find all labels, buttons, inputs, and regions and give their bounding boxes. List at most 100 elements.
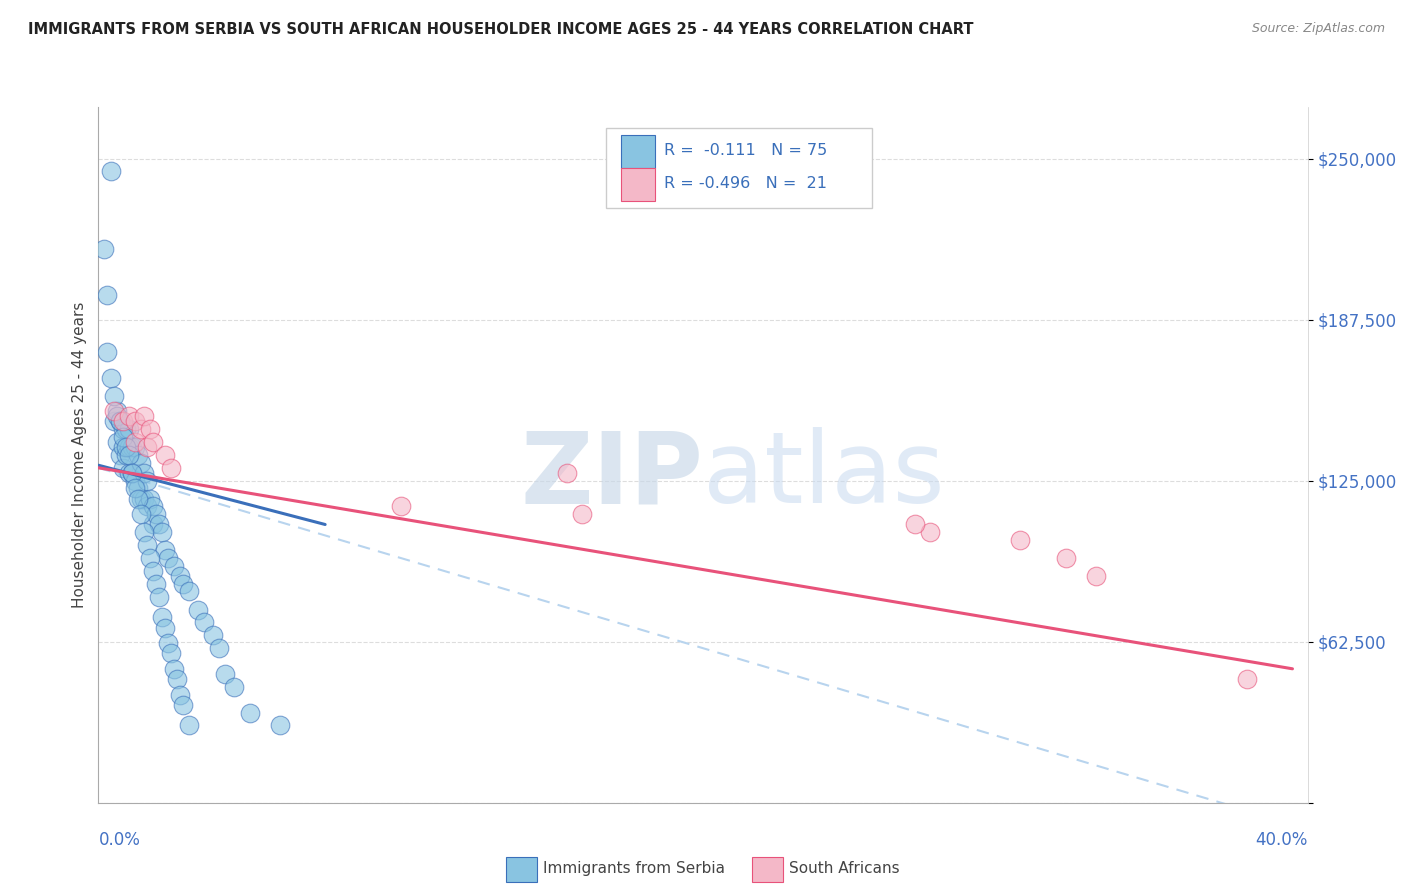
Point	[177, 584, 201, 599]
Point	[202, 628, 225, 642]
Bar	[621, 135, 655, 169]
Point	[100, 164, 122, 178]
Point	[127, 491, 149, 506]
Point	[172, 576, 194, 591]
Point	[153, 448, 176, 462]
Point	[163, 558, 186, 573]
Point	[193, 615, 215, 630]
Point	[1054, 551, 1077, 566]
Point	[160, 646, 183, 660]
Point	[100, 370, 122, 384]
Point	[118, 409, 141, 424]
Point	[142, 517, 165, 532]
Text: South Africans: South Africans	[789, 862, 900, 876]
Point	[132, 466, 155, 480]
Point	[118, 422, 141, 436]
Point	[214, 667, 236, 681]
Point	[918, 525, 941, 540]
FancyBboxPatch shape	[606, 128, 872, 208]
Point	[121, 466, 143, 480]
Point	[121, 440, 143, 454]
Point	[96, 288, 118, 302]
Point	[132, 525, 155, 540]
Point	[1085, 569, 1108, 583]
Point	[169, 688, 191, 702]
Point	[129, 456, 152, 470]
Point	[132, 491, 155, 506]
Point	[111, 440, 134, 454]
Point	[118, 440, 141, 454]
Point	[111, 414, 134, 428]
Point	[904, 517, 927, 532]
Point	[103, 389, 125, 403]
Text: Immigrants from Serbia: Immigrants from Serbia	[543, 862, 724, 876]
Point	[142, 564, 165, 578]
Point	[96, 344, 118, 359]
Point	[166, 672, 188, 686]
Point	[150, 525, 173, 540]
Point	[129, 507, 152, 521]
Point	[269, 718, 291, 732]
Point	[124, 482, 146, 496]
Point	[177, 718, 201, 732]
Point	[148, 590, 170, 604]
Point	[139, 422, 162, 436]
Point	[129, 422, 152, 436]
Point	[105, 409, 128, 424]
Point	[153, 621, 176, 635]
Point	[135, 538, 157, 552]
Text: R = -0.496   N =  21: R = -0.496 N = 21	[664, 176, 827, 191]
Text: ZIP: ZIP	[520, 427, 703, 524]
Point	[129, 491, 152, 506]
Point	[163, 662, 186, 676]
Point	[139, 551, 162, 566]
Point	[127, 482, 149, 496]
Point	[114, 448, 136, 462]
Y-axis label: Householder Income Ages 25 - 44 years: Householder Income Ages 25 - 44 years	[72, 301, 87, 608]
Point	[114, 422, 136, 436]
Point	[135, 474, 157, 488]
Point	[135, 500, 157, 514]
Text: 40.0%: 40.0%	[1256, 830, 1308, 848]
Point	[124, 435, 146, 450]
Point	[1010, 533, 1032, 547]
Point	[571, 507, 593, 521]
Point	[108, 448, 131, 462]
Text: atlas: atlas	[703, 427, 945, 524]
Point	[111, 460, 134, 475]
Point	[108, 414, 131, 428]
Point	[239, 706, 262, 720]
Text: 0.0%: 0.0%	[98, 830, 141, 848]
Point	[127, 448, 149, 462]
Point	[93, 242, 115, 256]
Text: R =  -0.111   N = 75: R = -0.111 N = 75	[664, 144, 828, 159]
Text: IMMIGRANTS FROM SERBIA VS SOUTH AFRICAN HOUSEHOLDER INCOME AGES 25 - 44 YEARS CO: IMMIGRANTS FROM SERBIA VS SOUTH AFRICAN …	[28, 22, 973, 37]
Point	[135, 440, 157, 454]
Point	[111, 430, 134, 444]
Point	[105, 435, 128, 450]
Point	[108, 414, 131, 428]
Point	[148, 517, 170, 532]
Point	[224, 680, 246, 694]
Point	[150, 610, 173, 624]
Point	[124, 414, 146, 428]
Point	[187, 602, 209, 616]
Point	[153, 543, 176, 558]
Point	[156, 636, 179, 650]
Point	[118, 466, 141, 480]
Point	[105, 404, 128, 418]
Point	[1236, 672, 1258, 686]
Point	[132, 409, 155, 424]
Point	[145, 576, 167, 591]
Point	[555, 466, 578, 480]
Point	[121, 466, 143, 480]
Point	[118, 448, 141, 462]
Point	[389, 500, 412, 514]
Point	[156, 551, 179, 566]
Point	[103, 404, 125, 418]
Bar	[621, 168, 655, 201]
Point	[142, 435, 165, 450]
Point	[208, 641, 231, 656]
Point	[145, 507, 167, 521]
Point	[160, 460, 183, 475]
